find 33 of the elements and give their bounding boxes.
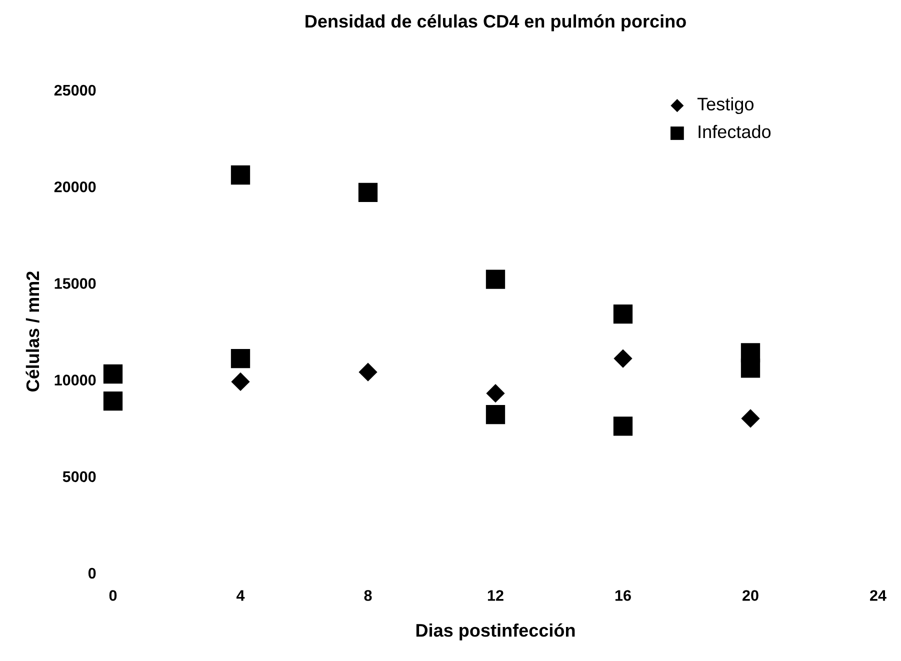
point [740,358,760,378]
point [486,405,506,424]
x-tick-label: 12 [488,590,504,601]
point [230,348,250,368]
point [358,182,378,202]
point [486,384,505,403]
point [613,304,633,324]
y-axis-title: Células / mm2 [26,272,40,392]
x-tick-label: 4 [236,590,245,601]
point [613,416,633,436]
x-tick-label: 20 [742,590,758,601]
point [741,409,760,428]
y-tick-label: 20000 [54,181,96,192]
point [614,349,632,368]
point [103,391,123,411]
x-tick-label: 24 [870,590,886,601]
legend-label: Testigo [697,97,754,114]
y-tick-label: 25000 [54,84,96,96]
y-tick-label: 5000 [62,471,96,482]
x-axis-title: Dias postinfección [416,623,575,640]
x-tick-label: 8 [364,590,372,601]
point [486,270,506,289]
x-tick-label: 0 [109,590,117,601]
y-tick-label: 15000 [54,278,96,289]
y-tick-label: 10000 [54,374,96,386]
point [230,165,250,185]
y-tick-label: 0 [88,568,96,579]
point [358,362,378,382]
chart-title: Densidad de células CD4 en pulmón porcino [306,14,686,32]
legend-label: Infectado [698,124,771,138]
point [103,364,123,384]
x-tick-label: 16 [615,590,631,601]
point [231,372,250,392]
